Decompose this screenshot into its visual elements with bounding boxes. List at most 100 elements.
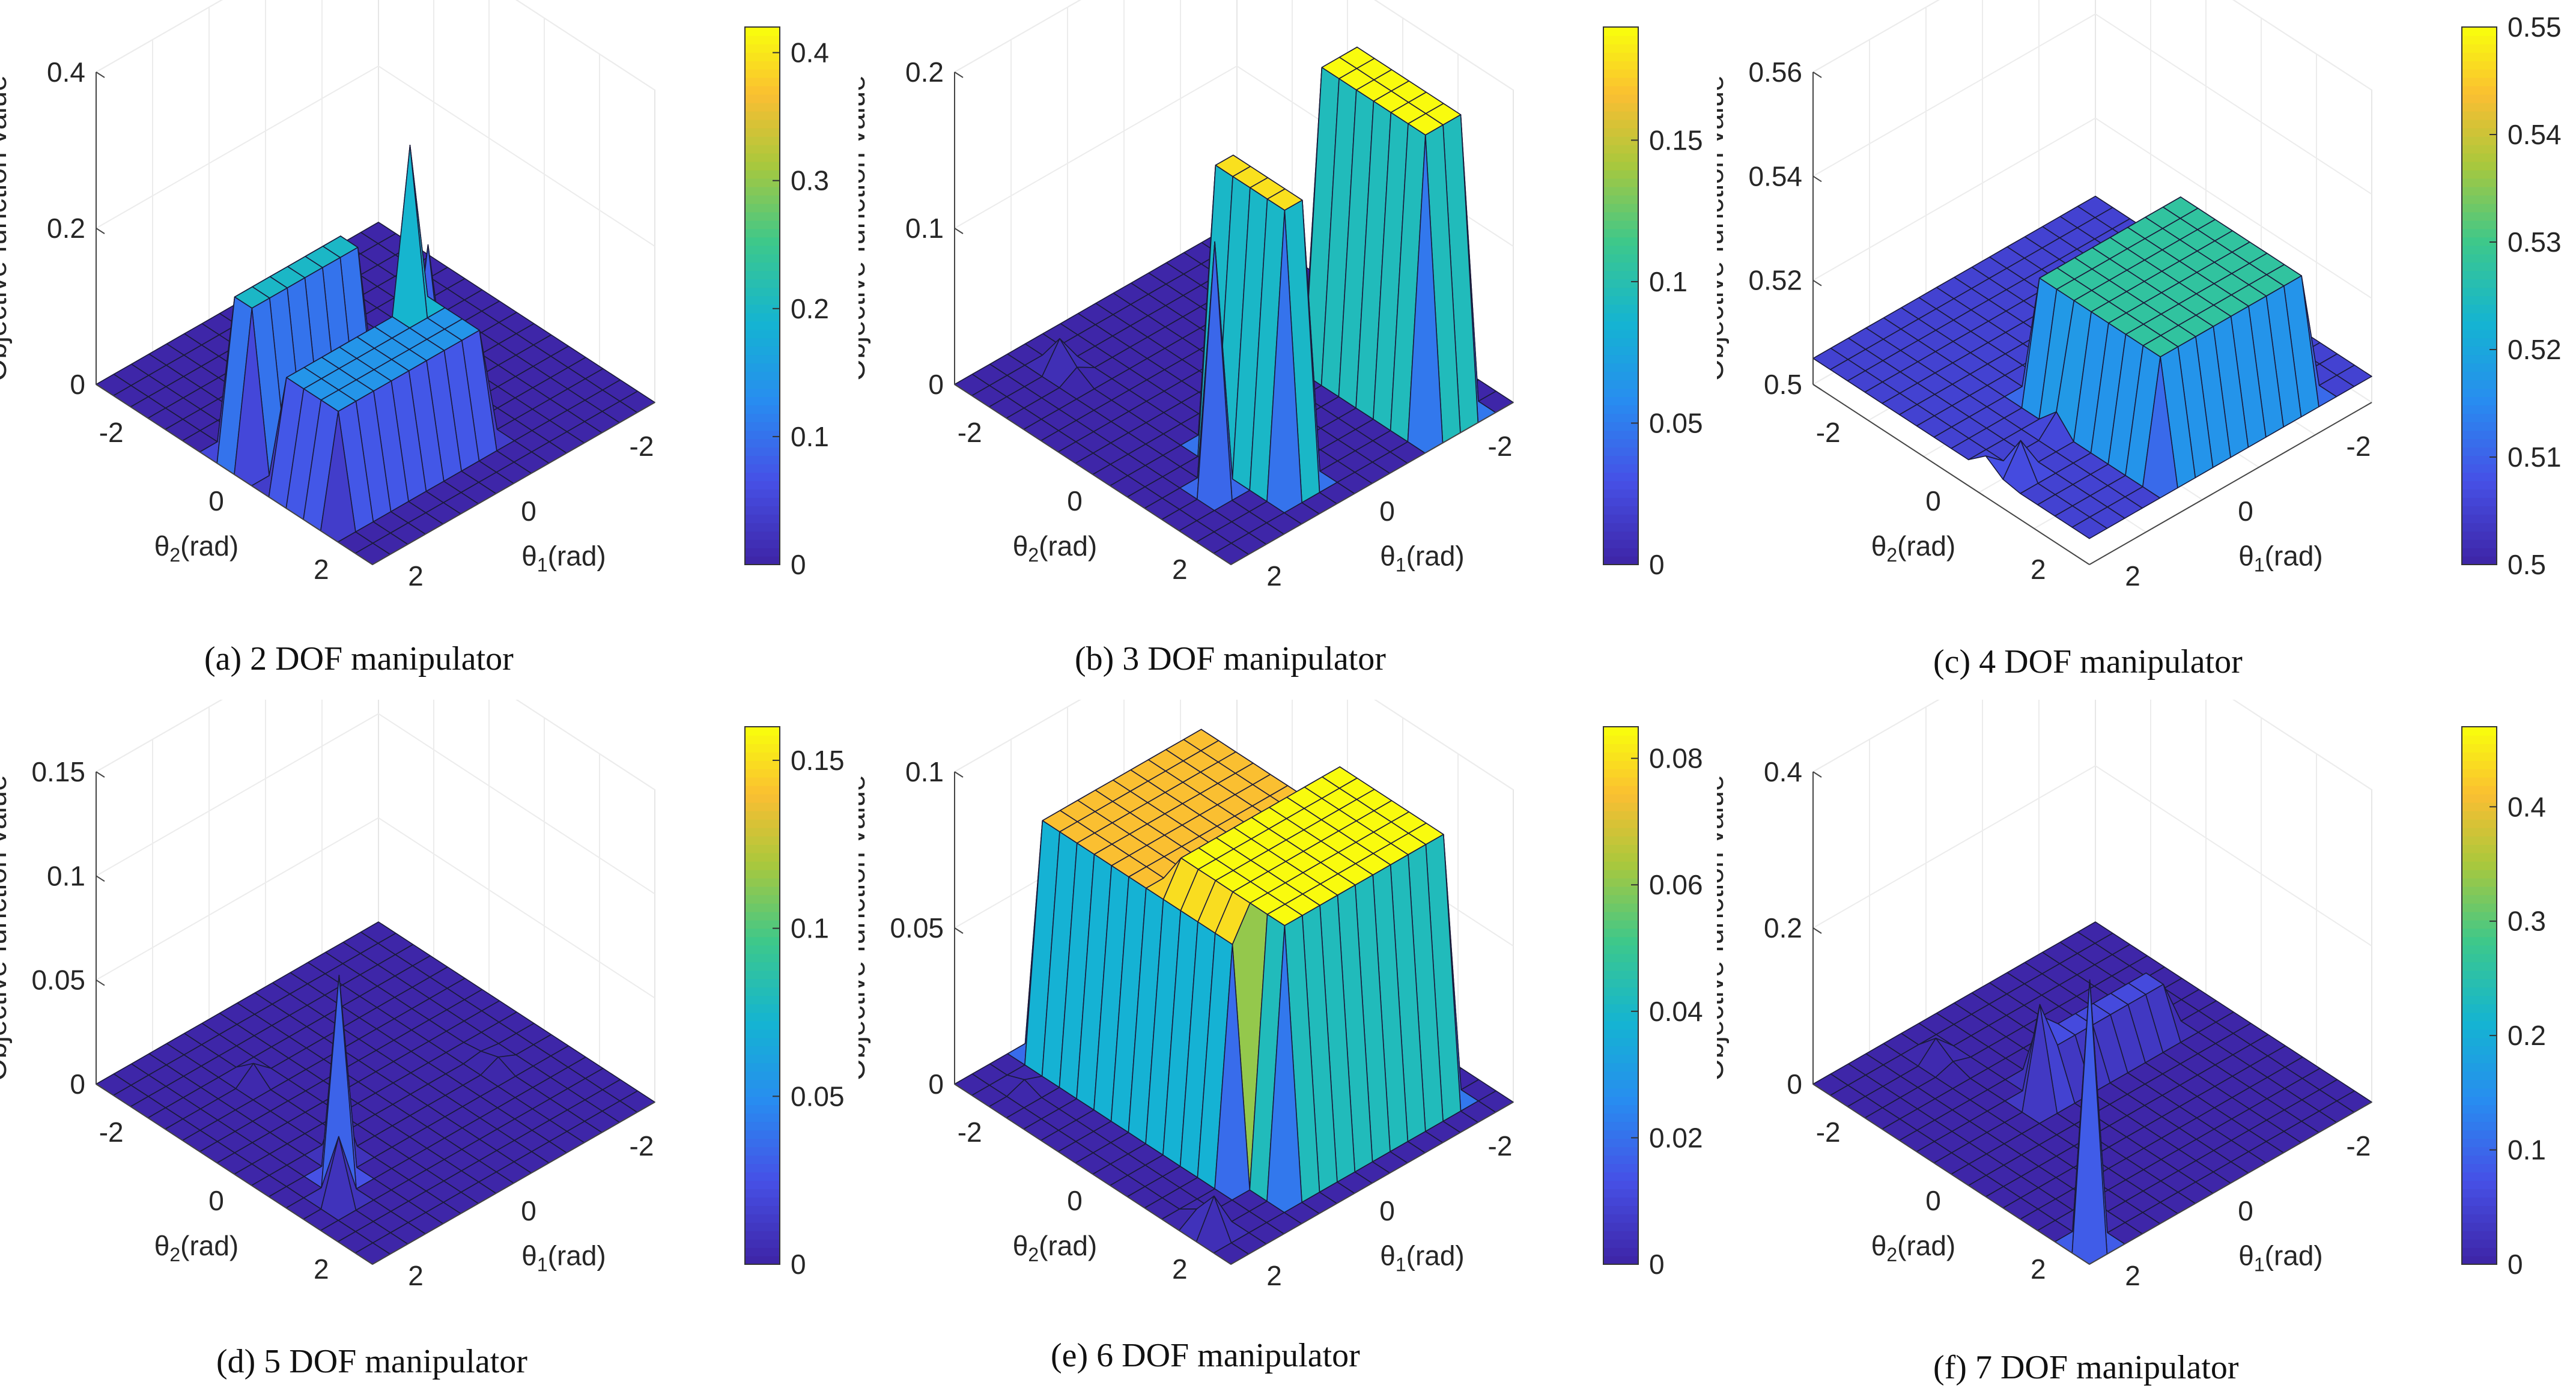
colorbar-segment-f: [2462, 1012, 2497, 1022]
theta1-tick-label-b: -2: [1488, 431, 1513, 462]
colorbar-segment-d: [745, 1054, 780, 1064]
colorbar-segment-e: [1603, 978, 1638, 988]
colorbar-segment-f: [2462, 1130, 2497, 1139]
z-axis-label-c: Objective function value: [1717, 75, 1730, 381]
colorbar-segment-b: [1603, 523, 1638, 532]
colorbar-segment-d: [745, 962, 780, 971]
z-tick-mark-d: [96, 979, 105, 986]
colorbar-segment-f: [2462, 785, 2497, 795]
colorbar-segment-f: [2462, 894, 2497, 904]
theta2-tick-label-a: 0: [208, 485, 224, 517]
colorbar-segment-e: [1603, 1180, 1638, 1189]
theta2-tick-label-c: -2: [1816, 417, 1841, 448]
colorbar-segment-e: [1603, 1130, 1638, 1139]
colorbar-segment-f: [2462, 768, 2497, 778]
colorbar-segment-b: [1603, 94, 1638, 103]
colorbar-segment-f: [2462, 852, 2497, 862]
colorbar-segment-a: [745, 531, 780, 540]
colorbar-segment-f: [2462, 1239, 2497, 1248]
theta2-axis-a: [96, 384, 373, 565]
colorbar-segment-d: [745, 1020, 780, 1030]
colorbar-segment-d: [745, 1046, 780, 1055]
colorbar-segment-a: [745, 489, 780, 498]
colorbar-segment-a: [745, 321, 780, 330]
colorbar-segment-a: [745, 228, 780, 238]
colorbar-segment-d: [745, 1121, 780, 1131]
colorbar-segment-b: [1603, 228, 1638, 238]
colorbar-segment-f: [2462, 1214, 2497, 1223]
theta1-axis-f: [2089, 1102, 2372, 1265]
colorbar-segment-e: [1603, 735, 1638, 744]
colorbar-segment-e: [1603, 886, 1638, 895]
colorbar-segment-c: [2462, 464, 2497, 473]
colorbar-segment-c: [2462, 480, 2497, 489]
colorbar-segment-a: [745, 312, 780, 322]
colorbar-segment-c: [2462, 178, 2497, 187]
colorbar-segment-a: [745, 245, 780, 255]
colorbar-tick-label-c: 0.52: [2508, 334, 2562, 365]
colorbar-tick-label-e: 0.06: [1649, 869, 1703, 900]
colorbar-segment-d: [745, 1096, 780, 1106]
colorbar-segment-a: [745, 506, 780, 515]
colorbar-segment-d: [745, 1172, 780, 1181]
colorbar-segment-c: [2462, 489, 2497, 498]
colorbar-segment-e: [1603, 768, 1638, 778]
colorbar-segment-c: [2462, 253, 2497, 263]
theta2-tick-label-e: 0: [1067, 1185, 1083, 1216]
colorbar-segment-c: [2462, 523, 2497, 532]
colorbar-segment-b: [1603, 447, 1638, 456]
z-tick-label-f: 0.2: [1764, 912, 1802, 944]
colorbar-segment-b: [1603, 506, 1638, 515]
colorbar-segment-d: [745, 894, 780, 904]
z-tick-mark-e: [954, 927, 964, 934]
z-grid-d: [96, 817, 655, 999]
colorbar-segment-f: [2462, 760, 2497, 769]
colorbar-segment-a: [745, 68, 780, 78]
theta1-tick-label-a: 2: [408, 560, 424, 592]
z-tick-label-a: 0.4: [47, 56, 85, 88]
colorbar-segment-c: [2462, 338, 2497, 347]
colorbar-tick-label-c: 0.55: [2508, 11, 2562, 43]
colorbar-segment-a: [745, 169, 780, 179]
colorbar-segment-f: [2462, 886, 2497, 895]
caption-b: (b) 3 DOF manipulator: [1075, 640, 1386, 677]
z-axis-label-f: Objective function value: [1717, 775, 1730, 1081]
colorbar-segment-e: [1603, 1046, 1638, 1055]
colorbar-segment-b: [1603, 354, 1638, 364]
colorbar-segment-d: [745, 1113, 780, 1123]
colorbar-segment-c: [2462, 304, 2497, 314]
colorbar-segment-c: [2462, 60, 2497, 70]
colorbar-segment-f: [2462, 1113, 2497, 1123]
colorbar-segment-b: [1603, 455, 1638, 464]
colorbar-segment-a: [745, 27, 780, 36]
colorbar-segment-e: [1603, 844, 1638, 853]
colorbar-segment-f: [2462, 1147, 2497, 1156]
colorbar-segment-c: [2462, 447, 2497, 456]
colorbar-segment-f: [2462, 727, 2497, 736]
z-grid-f: [1812, 765, 2372, 947]
caption-a: (a) 2 DOF manipulator: [204, 640, 514, 677]
colorbar-segment-b: [1603, 136, 1638, 145]
colorbar-tick-label-b: 0.15: [1649, 124, 1703, 156]
colorbar-segment-f: [2462, 1004, 2497, 1013]
colorbar-segment-e: [1603, 785, 1638, 795]
colorbar-segment-a: [745, 262, 780, 271]
colorbar-segment-b: [1603, 35, 1638, 44]
colorbar-segment-e: [1603, 1071, 1638, 1080]
colorbar-segment-c: [2462, 514, 2497, 523]
colorbar-segment-d: [745, 1247, 780, 1256]
theta1-tick-label-f: 2: [2125, 1260, 2140, 1291]
colorbar-segment-a: [745, 161, 780, 171]
colorbar-segment-c: [2462, 270, 2497, 280]
colorbar-segment-c: [2462, 35, 2497, 44]
colorbar-segment-f: [2462, 835, 2497, 845]
colorbar-segment-f: [2462, 819, 2497, 828]
colorbar-segment-b: [1603, 413, 1638, 423]
colorbar-segment-f: [2462, 810, 2497, 820]
colorbar-segment-b: [1603, 161, 1638, 171]
colorbar-segment-e: [1603, 1197, 1638, 1206]
colorbar-segment-f: [2462, 1105, 2497, 1114]
colorbar-segment-d: [745, 987, 780, 996]
colorbar-segment-f: [2462, 945, 2497, 954]
z-grid-d: [96, 713, 655, 895]
